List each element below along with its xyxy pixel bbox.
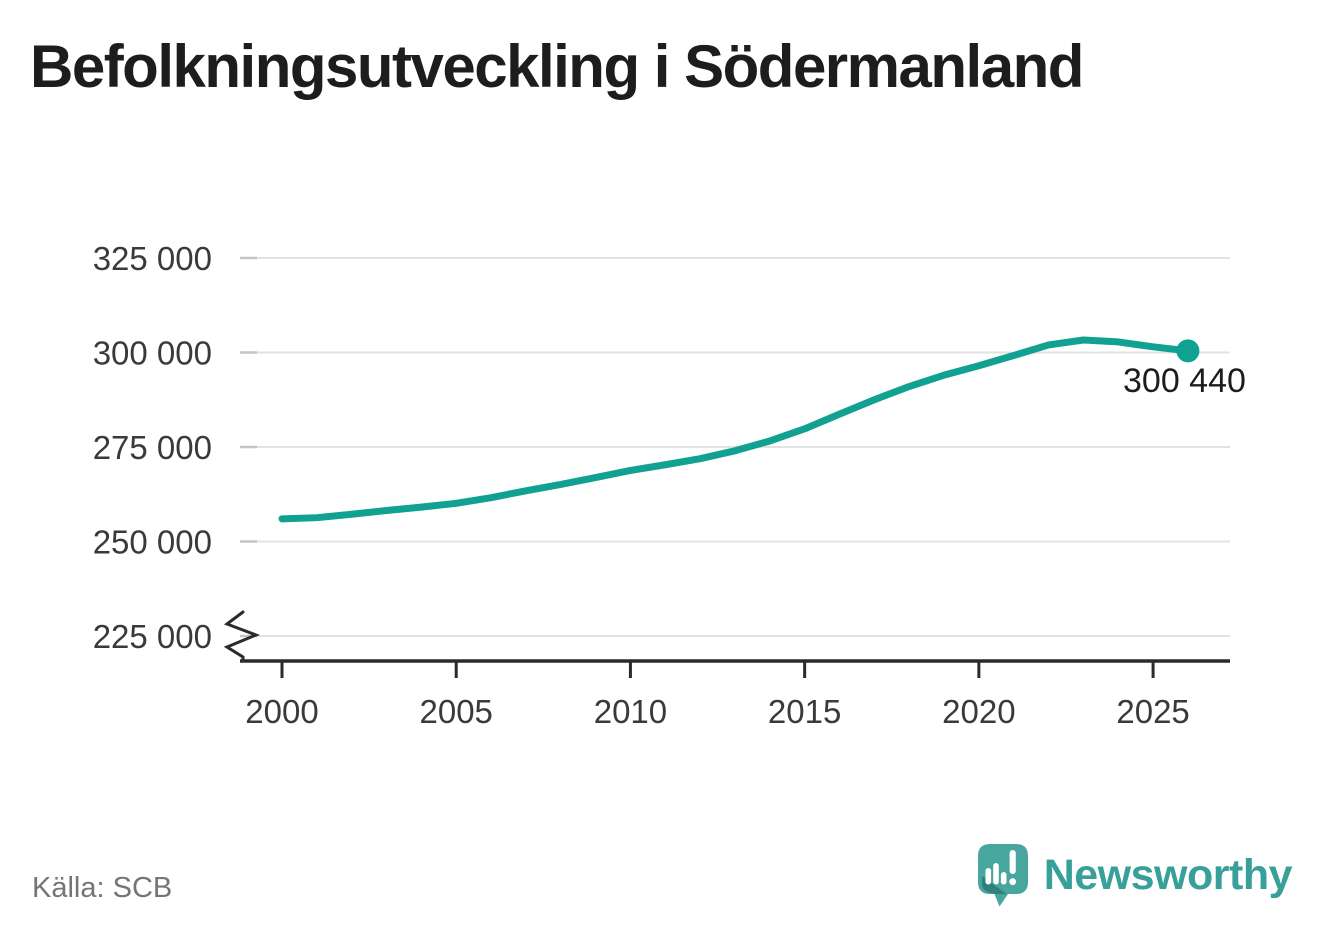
x-axis-label: 2010: [594, 693, 667, 730]
x-axis-label: 2025: [1116, 693, 1189, 730]
y-axis-label: 250 000: [93, 524, 212, 561]
newsworthy-wordmark: Newsworthy: [1043, 851, 1293, 899]
latest-value-dot: [1176, 339, 1200, 363]
population-line: [278, 336, 1192, 523]
x-axis-label: 2000: [245, 693, 318, 730]
y-axis-label: 225 000: [93, 618, 212, 655]
axis-break-icon: [223, 610, 261, 663]
y-axis-labels: 225 000 250 000 275 000 300 000 325 000: [93, 240, 212, 655]
x-axis-label: 2015: [768, 693, 841, 730]
newsworthy-logo: Newsworthy: [977, 843, 1293, 908]
source-note: Källa: SCB: [32, 872, 173, 904]
y-axis-label: 300 000: [93, 335, 212, 372]
x-axis-labels: 2000 2005 2010 2015 2020 2025: [245, 693, 1189, 730]
page-title: Befolkningsutveckling i Södermanland: [30, 33, 1084, 100]
latest-value-label: 300 440: [1123, 362, 1246, 400]
gridlines: [240, 256, 1230, 638]
y-axis-label: 275 000: [93, 429, 212, 466]
x-axis-label: 2020: [942, 693, 1015, 730]
newsworthy-speech-bubble-chart-icon: [977, 843, 1029, 908]
y-axis-label: 325 000: [93, 240, 212, 277]
x-axis-label: 2005: [420, 693, 493, 730]
